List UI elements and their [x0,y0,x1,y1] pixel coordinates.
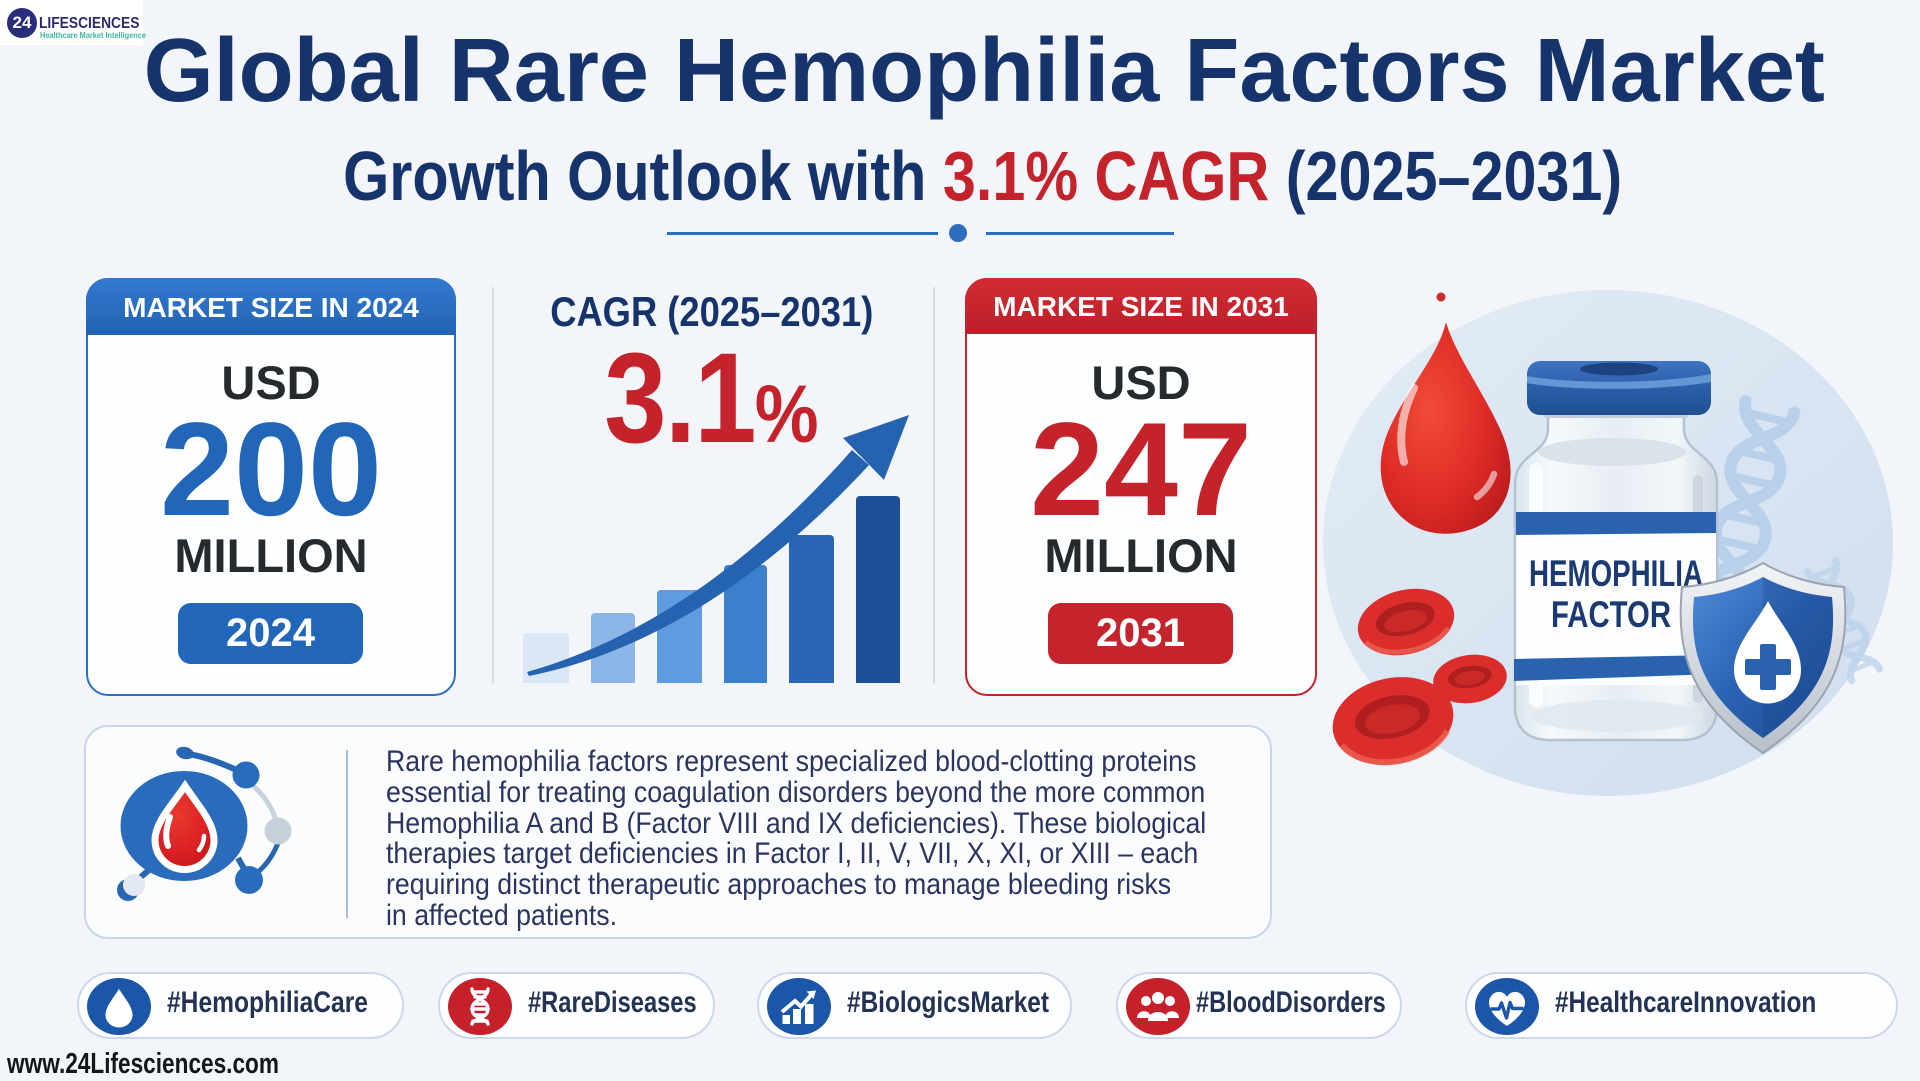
svg-text:FACTOR: FACTOR [1551,594,1671,635]
svg-text:HEMOPHILIA: HEMOPHILIA [1529,553,1703,594]
